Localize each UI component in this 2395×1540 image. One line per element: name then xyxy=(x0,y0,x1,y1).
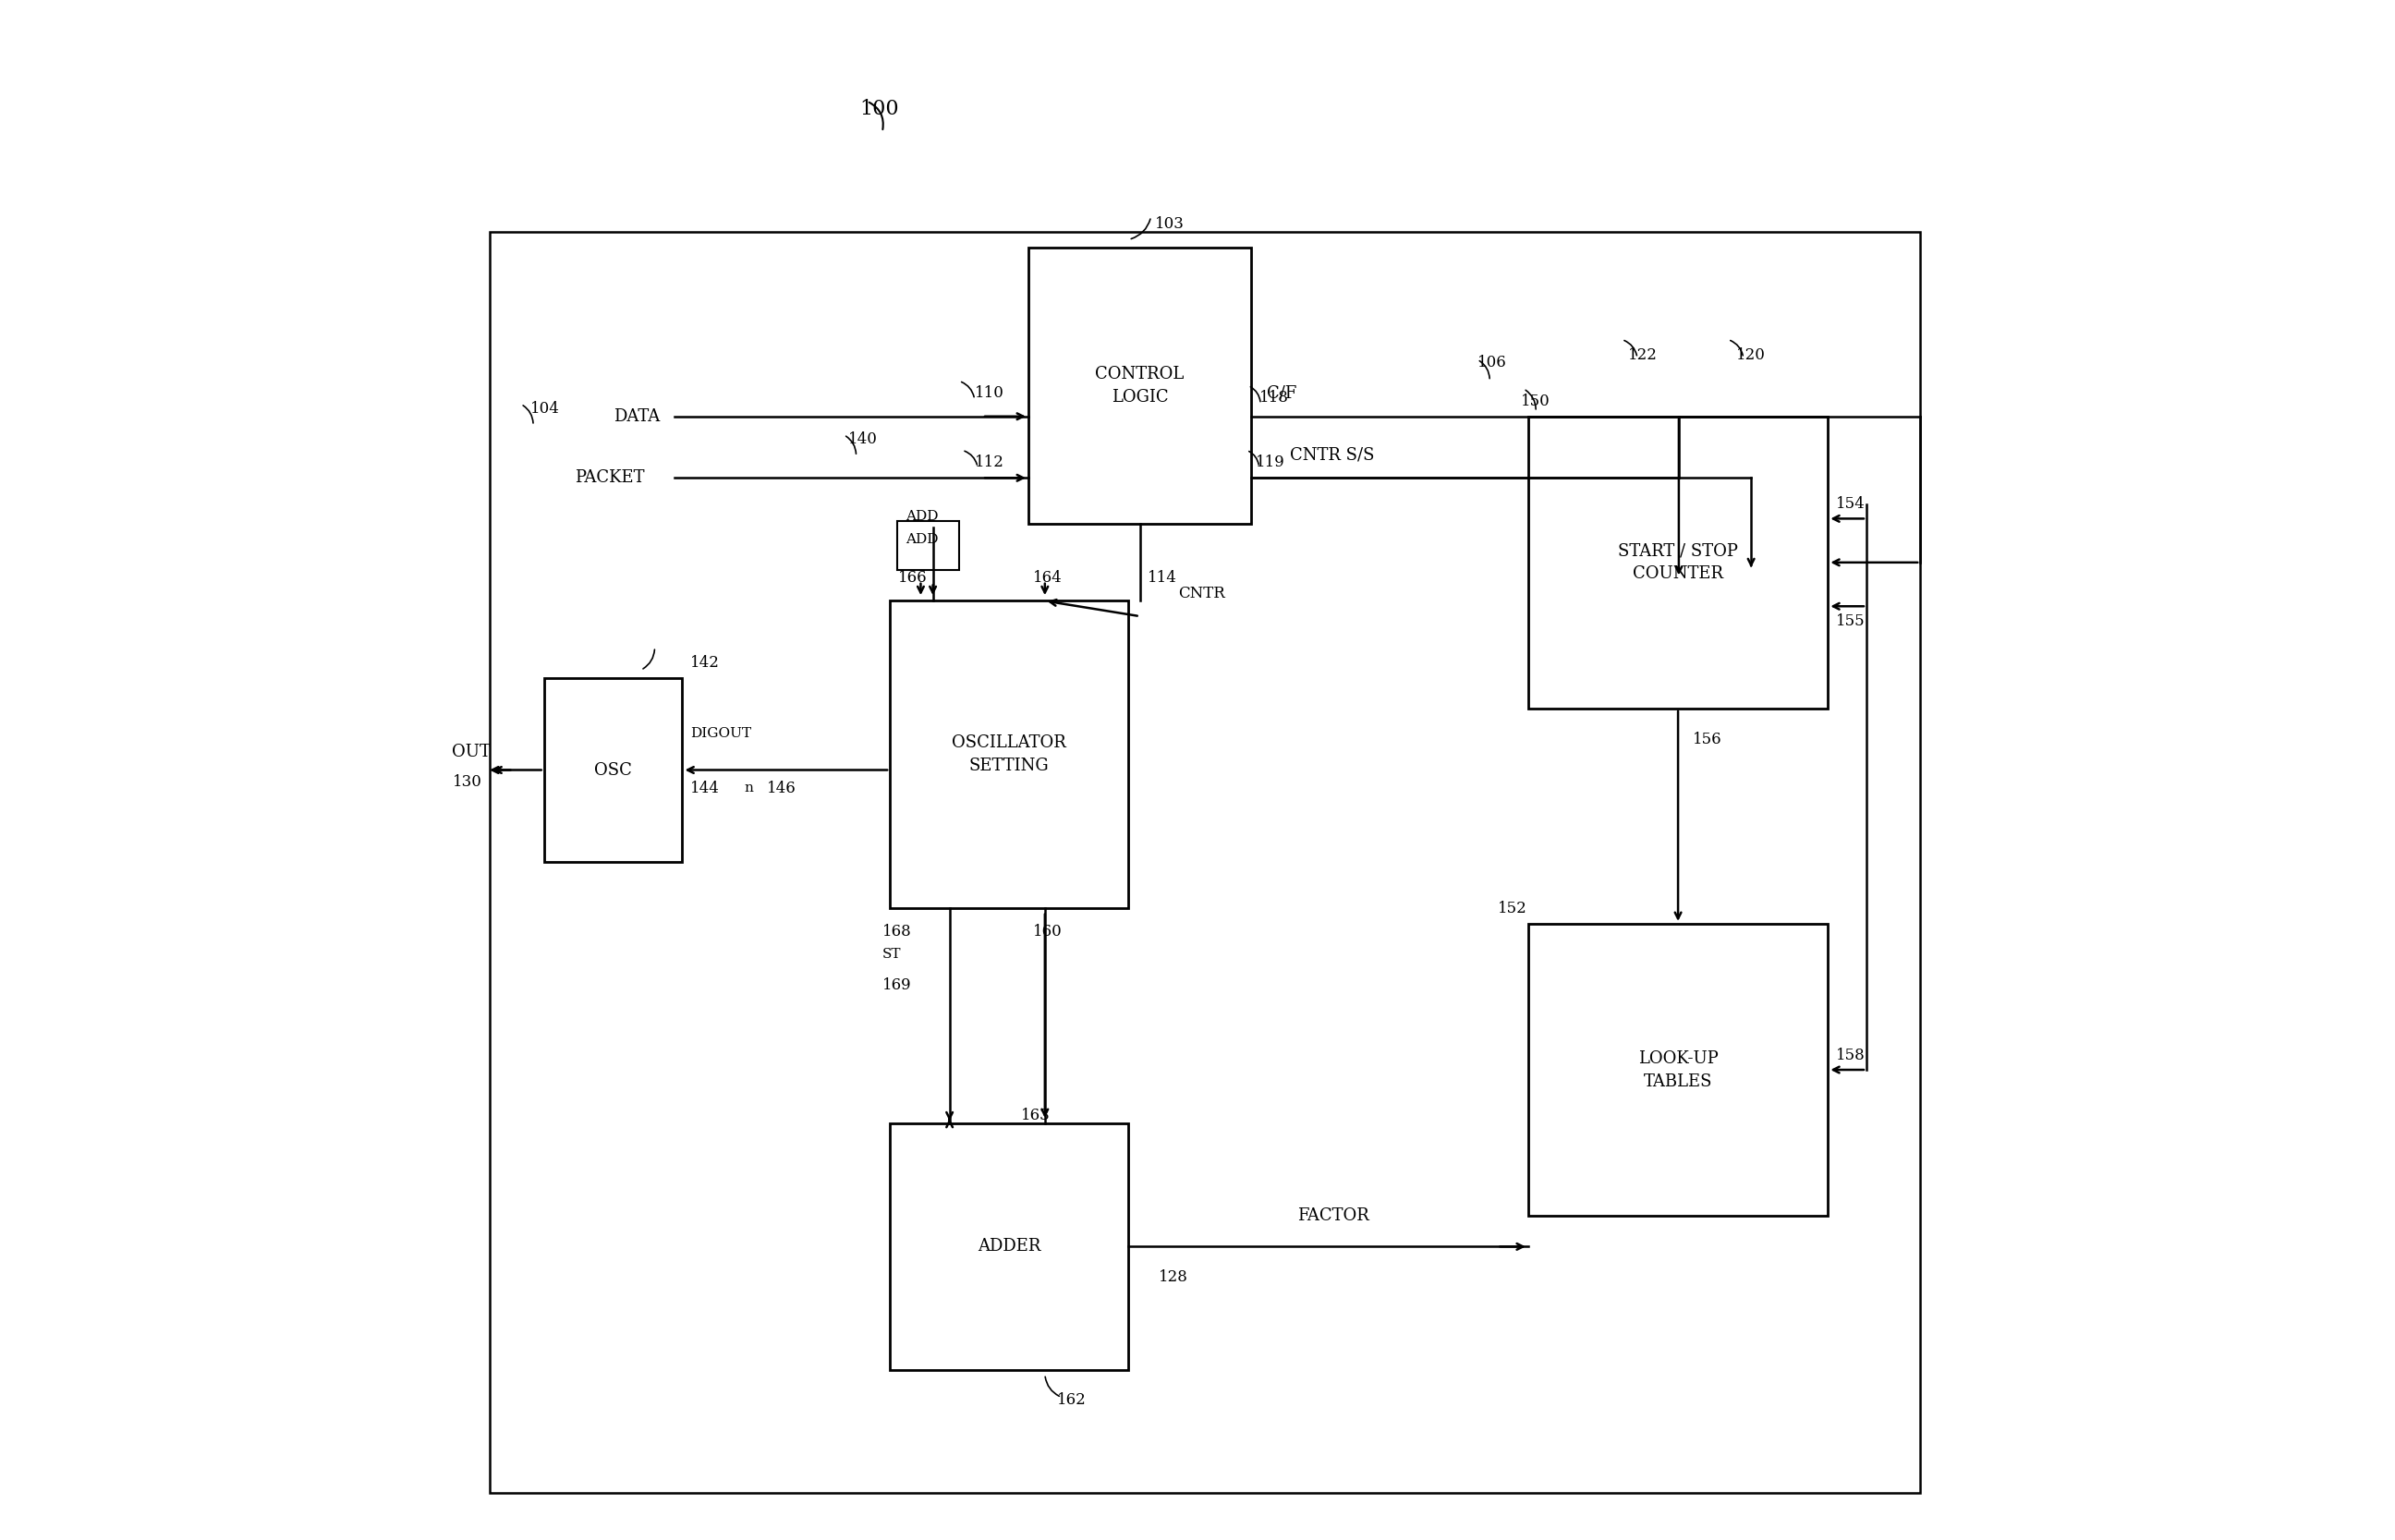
Text: DIGOUT: DIGOUT xyxy=(690,727,752,739)
Text: 156: 156 xyxy=(1693,731,1722,747)
Text: 162: 162 xyxy=(1056,1392,1087,1408)
Text: 155: 155 xyxy=(1835,613,1866,628)
Text: 158: 158 xyxy=(1835,1047,1866,1063)
Text: 146: 146 xyxy=(766,781,795,796)
FancyBboxPatch shape xyxy=(898,521,958,570)
Text: FACTOR: FACTOR xyxy=(1298,1207,1370,1224)
Text: 163: 163 xyxy=(1020,1109,1051,1124)
Text: 140: 140 xyxy=(848,431,879,447)
Text: ADD: ADD xyxy=(905,510,939,522)
Text: OSC: OSC xyxy=(594,762,632,778)
Text: 150: 150 xyxy=(1521,393,1550,408)
Text: 160: 160 xyxy=(1032,924,1063,939)
Text: 166: 166 xyxy=(898,570,927,585)
Text: ST: ST xyxy=(881,949,901,961)
Text: 106: 106 xyxy=(1478,354,1506,371)
FancyBboxPatch shape xyxy=(491,233,1921,1492)
Text: CONTROL
LOGIC: CONTROL LOGIC xyxy=(1095,367,1183,405)
Text: 100: 100 xyxy=(860,99,898,119)
Text: DATA: DATA xyxy=(613,408,659,425)
Text: 104: 104 xyxy=(529,400,560,416)
Text: LOOK-UP
TABLES: LOOK-UP TABLES xyxy=(1638,1050,1717,1090)
FancyBboxPatch shape xyxy=(1528,924,1827,1217)
Text: 118: 118 xyxy=(1260,390,1289,407)
Text: 142: 142 xyxy=(690,654,718,670)
Text: C/F: C/F xyxy=(1267,385,1296,402)
Text: n: n xyxy=(745,782,752,795)
Text: CNTR: CNTR xyxy=(1178,585,1226,601)
Text: CNTR S/S: CNTR S/S xyxy=(1291,447,1375,464)
FancyBboxPatch shape xyxy=(1027,248,1250,524)
Text: 112: 112 xyxy=(975,454,1004,470)
FancyBboxPatch shape xyxy=(891,601,1128,909)
FancyBboxPatch shape xyxy=(1528,416,1827,708)
Text: PACKET: PACKET xyxy=(575,470,644,487)
Text: 122: 122 xyxy=(1629,346,1657,363)
Text: 130: 130 xyxy=(453,775,481,790)
Text: OUT: OUT xyxy=(450,744,491,759)
FancyBboxPatch shape xyxy=(891,1124,1128,1369)
Text: ADDER: ADDER xyxy=(977,1238,1042,1255)
Text: 164: 164 xyxy=(1032,570,1063,585)
Text: 110: 110 xyxy=(975,385,1004,402)
Text: ADD: ADD xyxy=(905,533,939,545)
Text: 154: 154 xyxy=(1835,496,1866,511)
Text: 114: 114 xyxy=(1147,570,1176,585)
Text: START / STOP
COUNTER: START / STOP COUNTER xyxy=(1619,542,1739,582)
Text: 128: 128 xyxy=(1159,1269,1188,1286)
Text: 152: 152 xyxy=(1497,901,1526,916)
Text: OSCILLATOR
SETTING: OSCILLATOR SETTING xyxy=(951,735,1066,775)
Text: 144: 144 xyxy=(690,781,718,796)
Text: 103: 103 xyxy=(1154,216,1186,233)
FancyBboxPatch shape xyxy=(544,678,683,862)
Text: 169: 169 xyxy=(881,978,912,993)
Text: 120: 120 xyxy=(1736,346,1765,363)
Text: 168: 168 xyxy=(881,924,912,939)
Text: 119: 119 xyxy=(1255,454,1286,470)
